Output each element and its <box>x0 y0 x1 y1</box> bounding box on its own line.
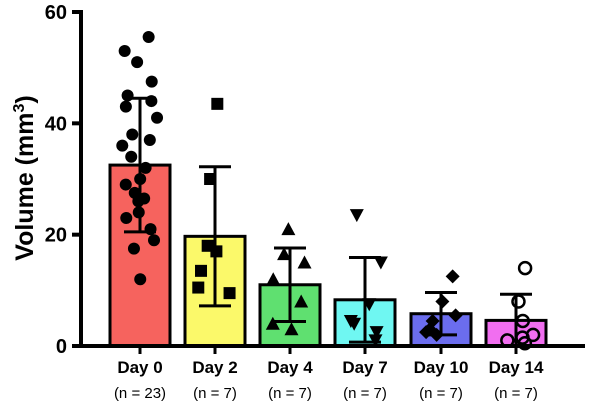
data-point-0-4 <box>121 89 134 102</box>
data-point-4-2 <box>448 308 463 323</box>
x-tick-label-1: Day 2 <box>192 358 237 377</box>
data-point-1-4 <box>195 264 208 277</box>
data-point-1-5 <box>192 281 205 294</box>
data-point-2-5 <box>265 316 280 330</box>
data-point-0-3 <box>145 75 158 88</box>
data-point-4-5 <box>419 325 434 340</box>
x-axis: Day 0 (n = 23) Day 2 (n = 7) Day 4 (n = 7) Day… <box>79 344 585 402</box>
data-point-0-6 <box>119 100 132 113</box>
y-tick-label-40: 40 <box>45 113 67 135</box>
x-tick-label-5: Day 14 <box>489 358 544 377</box>
data-point-0-5 <box>145 95 158 108</box>
y-tick-label-0: 0 <box>56 336 67 358</box>
data-point-1-1 <box>204 173 217 185</box>
data-point-2-3 <box>266 272 281 286</box>
x-n-label-3: (n = 7) <box>343 385 387 402</box>
x-tick-label-2: Day 4 <box>267 358 313 377</box>
data-point-2-4 <box>294 294 309 308</box>
x-tick-label-3: Day 7 <box>342 358 387 377</box>
data-point-2-2 <box>297 255 312 269</box>
data-point-5-1 <box>511 294 526 309</box>
data-point-1-3 <box>210 245 223 258</box>
x-n-label-0: (n = 23) <box>114 385 166 402</box>
data-point-4-6 <box>429 327 444 342</box>
data-point-0-14 <box>119 178 132 191</box>
data-point-0-11 <box>125 150 138 163</box>
data-point-2-1 <box>277 247 292 261</box>
data-point-3-6 <box>368 334 383 348</box>
x-tick-label-4: Day 10 <box>414 358 469 377</box>
data-point-0-20 <box>144 223 157 236</box>
data-point-4-0 <box>445 269 460 284</box>
y-tick-label-60: 60 <box>45 2 67 24</box>
data-point-0-17 <box>132 195 145 208</box>
y-axis: 0 20 40 60 <box>45 2 83 358</box>
data-point-0-1 <box>118 44 131 57</box>
data-point-1-6 <box>223 287 236 300</box>
data-point-1-0 <box>211 97 224 110</box>
data-point-0-12 <box>139 161 152 174</box>
data-point-3-2 <box>362 298 377 312</box>
data-point-4-1 <box>435 294 450 309</box>
data-point-0-18 <box>132 206 145 219</box>
data-point-2-6 <box>284 322 299 336</box>
x-n-label-1: (n = 7) <box>193 385 237 402</box>
bars-layer <box>108 163 548 348</box>
x-n-label-4: (n = 7) <box>419 385 463 402</box>
data-point-3-4 <box>347 317 362 331</box>
data-point-0-8 <box>126 128 139 141</box>
data-point-5-6 <box>517 335 533 351</box>
data-point-0-23 <box>134 273 147 286</box>
x-tick-label-0: Day 0 <box>117 358 162 377</box>
data-point-3-1 <box>373 256 388 270</box>
x-n-label-2: (n = 7) <box>268 385 312 402</box>
data-point-0-21 <box>148 234 161 247</box>
data-point-0-13 <box>134 173 147 185</box>
points-layer <box>116 31 541 351</box>
data-point-0-0 <box>142 31 155 44</box>
data-point-0-10 <box>116 139 129 152</box>
data-point-0-2 <box>131 56 144 69</box>
data-point-5-2 <box>515 313 531 329</box>
data-point-0-9 <box>143 134 156 147</box>
data-point-0-22 <box>127 242 140 255</box>
data-point-0-19 <box>120 211 133 224</box>
y-axis-title: Volume (mm3) <box>11 95 39 260</box>
data-point-2-0 <box>281 222 296 236</box>
x-n-label-5: (n = 7) <box>494 385 538 402</box>
data-point-3-5 <box>369 326 384 340</box>
y-tick-label-20: 20 <box>45 225 67 247</box>
data-point-0-7 <box>151 111 164 124</box>
data-point-3-0 <box>349 209 364 223</box>
data-point-5-0 <box>517 260 533 276</box>
